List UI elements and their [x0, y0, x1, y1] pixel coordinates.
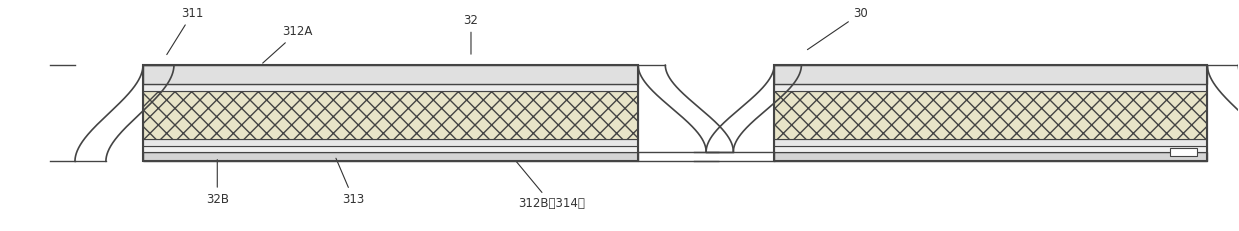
Bar: [142, 84, 638, 91]
Bar: [1171, 148, 1197, 156]
Bar: [774, 139, 1207, 146]
Bar: [774, 146, 1207, 152]
Bar: [142, 65, 638, 161]
Bar: [774, 84, 1207, 91]
Bar: [142, 65, 638, 84]
Text: 312B（314）: 312B（314）: [517, 161, 585, 210]
Text: 32: 32: [463, 14, 478, 54]
Bar: [142, 146, 638, 152]
Bar: [774, 91, 1207, 139]
Text: 30: 30: [808, 7, 869, 50]
Bar: [774, 152, 1207, 161]
Bar: [774, 65, 1207, 84]
Bar: [142, 91, 638, 139]
Text: 311: 311: [167, 7, 203, 55]
Text: 32B: 32B: [206, 160, 229, 206]
Text: 313: 313: [336, 158, 364, 206]
Bar: [142, 139, 638, 146]
Text: 312A: 312A: [263, 25, 313, 63]
Bar: [774, 65, 1207, 161]
Bar: [142, 152, 638, 161]
